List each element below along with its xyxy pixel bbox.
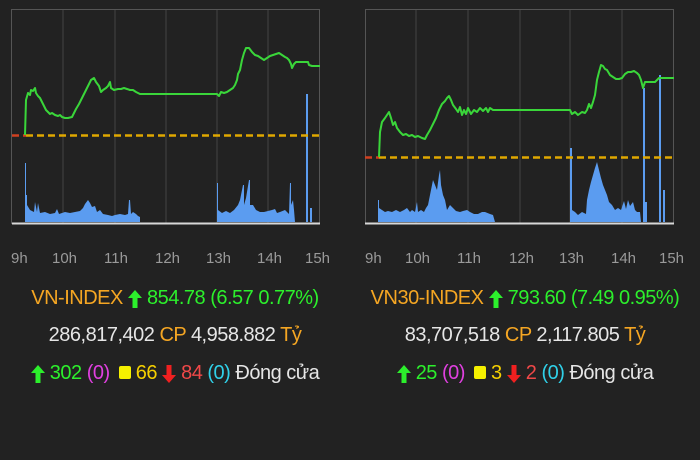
svg-text:12h: 12h [155,250,180,267]
volume-bars [25,94,312,222]
x-axis-labels: 9h 10h 11h 12h 13h 14h 15h [11,250,330,267]
unchanged-count: 3 [491,362,502,384]
ceiling-count: (0) [86,362,110,384]
arrow-down-icon [162,364,177,383]
index-change: (6.57 0.77%) [210,287,319,309]
svg-text:14h: 14h [611,250,636,267]
volume-value: 286,817,402 [48,324,155,346]
unchanged-square-icon [474,365,487,379]
svg-text:9h: 9h [365,250,382,267]
gridlines [415,10,623,223]
x-axis-labels: 9h 10h 11h 12h 13h 14h 15h [365,250,684,267]
svg-text:15h: 15h [659,250,684,267]
vn30-index-chart: 9h 10h 11h 12h 13h 14h 15h [365,9,684,267]
turnover-unit: Tỷ [280,324,302,346]
svg-text:11h: 11h [457,250,481,267]
turnover-value: 4,958.882 [190,324,276,346]
volume-unit: CP [504,324,532,346]
floor-count: (0) [541,362,565,384]
floor-count: (0) [207,362,231,384]
index-value: 793.60 [507,287,567,309]
arrow-up-icon [127,289,142,308]
index-name: VN-INDEX [31,287,123,309]
svg-text:10h: 10h [52,250,77,267]
advancers-count: 25 [415,362,438,384]
svg-text:13h: 13h [559,250,584,267]
index-change: (7.49 0.95%) [570,287,680,309]
volume-bars [378,75,665,222]
arrow-up-icon [488,289,503,308]
unchanged-square-icon [118,365,131,379]
vn-index-panel: 9h 10h 11h 12h 13h 14h 15h VN-INDEX 854.… [0,9,350,390]
volume-turnover-line: 83,707,518 CP 2,117.805 Tỷ [350,318,700,352]
index-summary-line: VN30-INDEX 793.60 (7.49 0.95%) [350,281,700,315]
vn-index-line [24,47,320,136]
vn30-index-line [378,64,674,158]
svg-text:10h: 10h [405,250,430,267]
decliners-count: 84 [181,362,203,384]
svg-text:12h: 12h [509,250,534,267]
volume-turnover-line: 286,817,402 CP 4,958.882 Tỷ [0,318,350,352]
vn30-index-panel: 9h 10h 11h 12h 13h 14h 15h VN30-INDEX 79… [350,0,700,460]
index-summary-line: VN-INDEX 854.78 (6.57 0.77%) [0,281,350,315]
arrow-up-icon [30,364,45,383]
market-status: Đóng cửa [235,362,320,384]
index-name: VN30-INDEX [370,287,484,309]
breadth-line: 25 (0) 3 2 (0) Đóng cửa [350,356,700,390]
turnover-unit: Tỷ [624,324,646,346]
turnover-value: 2,117.805 [536,324,620,346]
svg-text:11h: 11h [104,250,128,267]
ceiling-count: (0) [442,362,465,384]
svg-text:9h: 9h [11,250,28,267]
breadth-line: 302 (0) 66 84 (0) Đóng cửa [0,356,350,390]
advancers-count: 302 [49,362,82,384]
svg-text:13h: 13h [206,250,231,267]
arrow-down-icon [506,364,521,383]
volume-value: 83,707,518 [404,324,501,346]
unchanged-count: 66 [135,362,158,384]
market-status: Đóng cửa [569,362,654,384]
index-value: 854.78 [146,287,206,309]
svg-text:15h: 15h [305,250,330,267]
arrow-up-icon [396,364,411,383]
vn-index-chart: 9h 10h 11h 12h 13h 14h 15h [11,9,330,267]
volume-unit: CP [159,324,186,346]
svg-text:14h: 14h [257,250,282,267]
decliners-count: 2 [525,362,537,384]
gridlines [62,10,269,223]
